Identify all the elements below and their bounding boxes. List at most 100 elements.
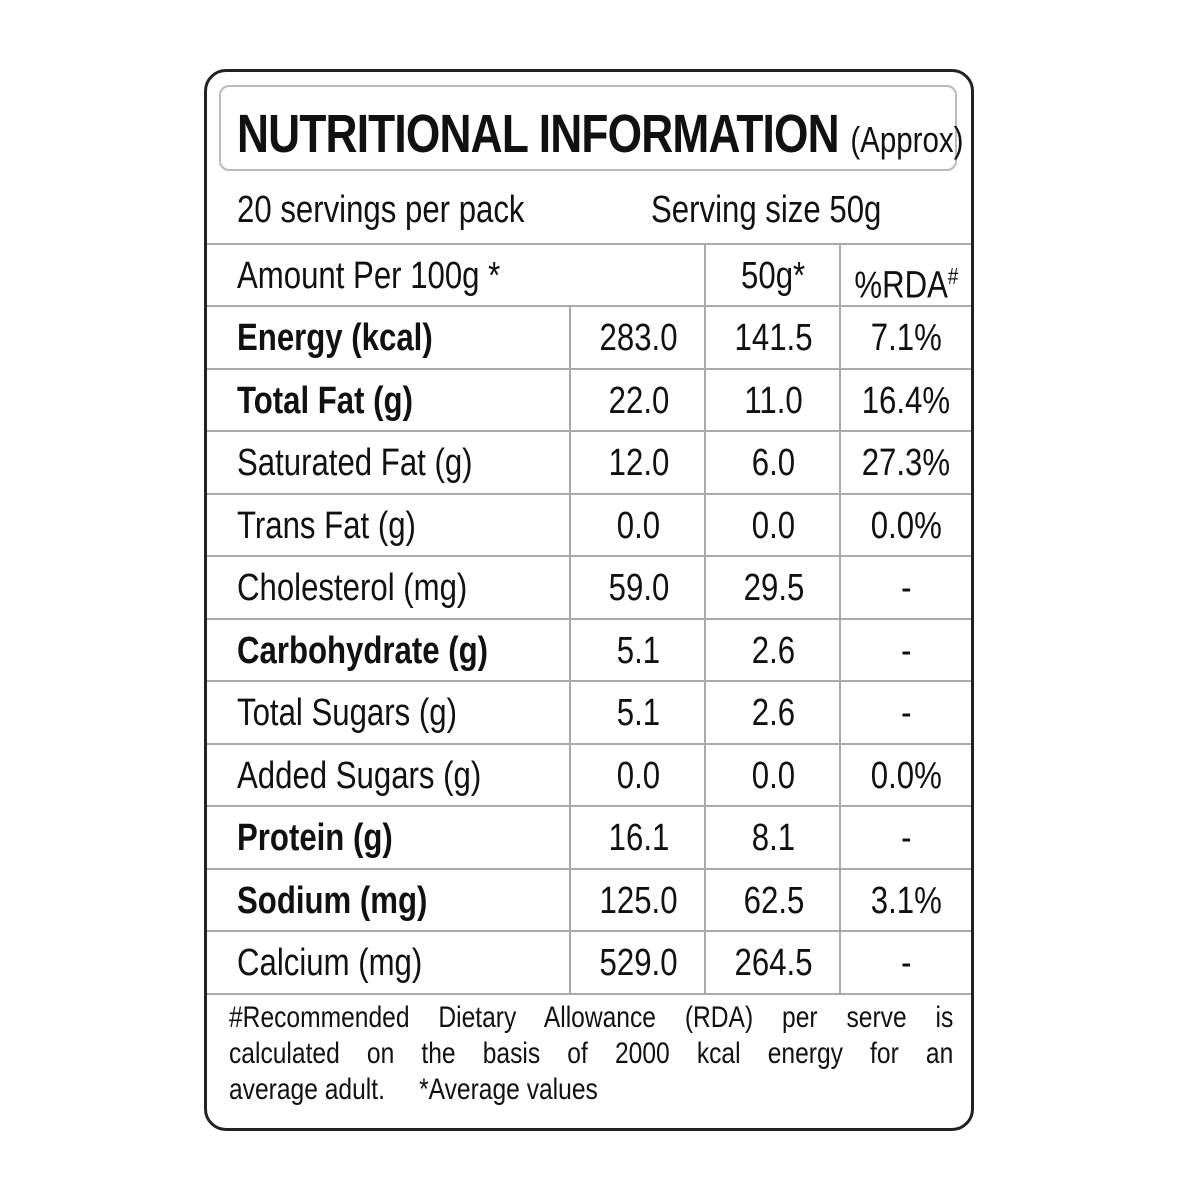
value-per-100g: 125.0 — [571, 870, 706, 932]
value-text: 0.0 — [616, 754, 661, 797]
nutrient-name-text: Carbohydrate (g) — [237, 629, 489, 672]
divider — [207, 617, 971, 620]
value-per-50g: 8.1 — [706, 807, 841, 869]
footnote: #Recommended Dietary Allowance (RDA) per… — [229, 1000, 953, 1108]
value-text: 0.0% — [870, 754, 942, 797]
header-amount-text: Amount Per 100g * — [237, 255, 501, 297]
value-text: 12.0 — [608, 442, 669, 484]
value-per-50g: 29.5 — [706, 557, 841, 619]
value-text: - — [900, 817, 912, 859]
divider — [207, 867, 971, 870]
value-text: - — [900, 629, 912, 672]
divider — [207, 930, 971, 932]
value-text: - — [900, 692, 912, 734]
divider — [207, 305, 971, 307]
value-rda: - — [841, 807, 971, 869]
value-text: 5.1 — [616, 629, 661, 672]
value-rda: 7.1% — [841, 307, 971, 369]
divider — [207, 367, 971, 370]
divider — [207, 430, 971, 432]
value-rda: 16.4% — [841, 370, 971, 432]
footnote-line: calculated on the basis of 2000 kcal ene… — [229, 1037, 954, 1070]
value-text: 2.6 — [751, 629, 796, 672]
value-rda: 27.3% — [841, 432, 971, 494]
nutrient-name: Sodium (mg) — [237, 870, 469, 932]
divider — [207, 555, 971, 557]
value-rda: 0.0% — [841, 495, 971, 557]
servings-text: 20 servings per pack — [237, 189, 525, 231]
title-approx: (Approx) — [850, 119, 964, 160]
value-per-100g: 59.0 — [571, 557, 706, 619]
nutrient-name-text: Calcium (mg) — [237, 942, 423, 984]
footnote-line: average adult. *Average values — [229, 1072, 953, 1108]
divider — [839, 243, 841, 305]
divider — [839, 305, 841, 993]
value-text: 0.0% — [870, 504, 942, 547]
value-text: 283.0 — [599, 317, 678, 359]
nutrient-name: Saturated Fat (g) — [237, 432, 524, 494]
nutrient-name: Energy (kcal) — [237, 307, 476, 369]
value-per-100g: 0.0 — [571, 495, 706, 557]
divider — [207, 492, 971, 495]
value-text: 6.0 — [751, 442, 796, 484]
nutrient-name: Protein (g) — [237, 807, 427, 869]
value-text: 2.6 — [751, 692, 796, 734]
divider — [704, 243, 706, 305]
value-text: 529.0 — [599, 942, 678, 984]
header-rda: %RDA# — [841, 245, 971, 307]
value-text: 62.5 — [743, 879, 804, 922]
value-per-50g: 2.6 — [706, 620, 841, 682]
divider — [207, 680, 971, 682]
value-text: 264.5 — [734, 942, 813, 984]
value-per-50g: 0.0 — [706, 495, 841, 557]
nutrient-name: Calcium (mg) — [237, 932, 463, 994]
divider — [207, 805, 971, 807]
nutrient-name-text: Trans Fat (g) — [237, 504, 416, 547]
header-amount: Amount Per 100g * — [237, 245, 558, 307]
value-rda: - — [841, 557, 971, 619]
nutrient-name: Trans Fat (g) — [237, 495, 455, 557]
value-per-100g: 5.1 — [571, 682, 706, 744]
nutrient-name: Carbohydrate (g) — [237, 620, 543, 682]
divider — [207, 243, 971, 245]
nutrient-name-text: Sodium (mg) — [237, 879, 428, 922]
value-text: - — [900, 567, 912, 609]
value-per-100g: 283.0 — [571, 307, 706, 369]
value-text: 3.1% — [870, 879, 942, 922]
header-serving: 50g* — [706, 245, 841, 307]
nutrient-name: Added Sugars (g) — [237, 745, 535, 807]
value-text: 0.0 — [751, 504, 796, 547]
value-per-50g: 141.5 — [706, 307, 841, 369]
value-text: 141.5 — [734, 317, 813, 359]
nutrient-name-text: Saturated Fat (g) — [237, 442, 473, 484]
value-rda: 0.0% — [841, 745, 971, 807]
title-box: NUTRITIONAL INFORMATION (Approx) — [219, 85, 964, 171]
divider — [207, 742, 971, 745]
value-per-50g: 0.0 — [706, 745, 841, 807]
value-per-50g: 2.6 — [706, 682, 841, 744]
nutrient-name: Total Sugars (g) — [237, 682, 505, 744]
value-per-100g: 529.0 — [571, 932, 706, 994]
value-text: 7.1% — [870, 317, 942, 359]
value-per-100g: 22.0 — [571, 370, 706, 432]
value-text: 5.1 — [616, 692, 661, 734]
nutrient-name-text: Energy (kcal) — [237, 317, 433, 359]
title-main: NUTRITIONAL INFORMATION — [237, 104, 840, 164]
rda-mark: # — [947, 263, 958, 289]
nutrient-name-text: Added Sugars (g) — [237, 754, 482, 797]
value-rda: 3.1% — [841, 870, 971, 932]
value-text: 29.5 — [743, 567, 804, 609]
value-text: 0.0 — [751, 754, 796, 797]
servings-per-pack: 20 servings per pack — [237, 175, 588, 245]
divider — [704, 305, 706, 993]
value-per-50g: 11.0 — [706, 370, 841, 432]
nutrient-name-text: Total Sugars (g) — [237, 692, 457, 734]
nutrient-name: Total Fat (g) — [237, 370, 452, 432]
value-text: 8.1 — [751, 817, 796, 859]
value-per-100g: 16.1 — [571, 807, 706, 869]
value-per-50g: 264.5 — [706, 932, 841, 994]
divider — [207, 992, 971, 995]
nutrient-name-text: Cholesterol (mg) — [237, 567, 468, 609]
serving-size-text: Serving size 50g — [651, 189, 882, 231]
serving-size: Serving size 50g — [651, 175, 932, 245]
